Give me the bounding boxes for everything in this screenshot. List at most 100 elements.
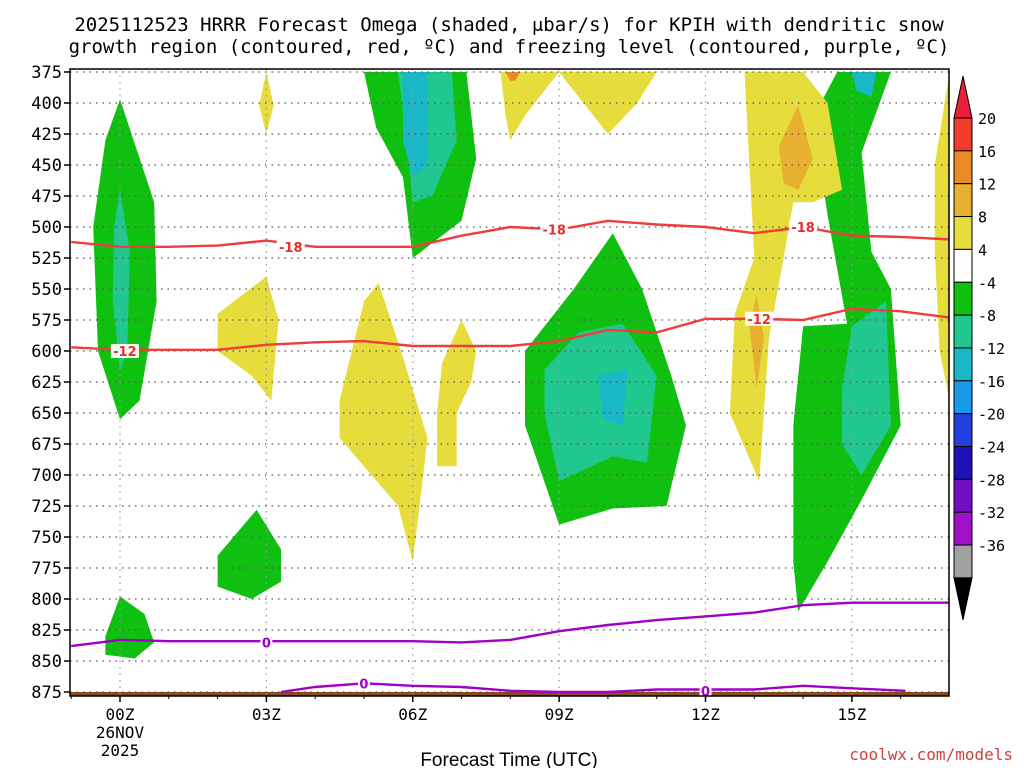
- contour-label-bg-2: [789, 220, 818, 234]
- colorbar-label--24: -24: [978, 439, 1005, 457]
- y-tick-label-875: 875: [31, 683, 62, 703]
- colorbar-top-arrow: [953, 75, 973, 119]
- colorbar-label--16: -16: [978, 373, 1005, 391]
- omega-region-22: [505, 72, 521, 81]
- colorbar-swatch-8: [953, 347, 973, 382]
- y-tick-label-800: 800: [31, 590, 62, 610]
- y-tick-label-575: 575: [31, 311, 62, 331]
- contour-label-bg-7: [699, 683, 712, 698]
- colorbar-label-4: 4: [978, 241, 987, 259]
- y-tick-label-825: 825: [31, 621, 62, 641]
- colorbar-label--28: -28: [978, 471, 1005, 489]
- y-tick-label-675: 675: [31, 435, 62, 455]
- colorbar-swatch-14: [953, 544, 973, 579]
- colorbar-label-16: 16: [978, 143, 996, 161]
- y-tick-label-625: 625: [31, 373, 62, 393]
- x-tick-label-00Z: 00Z: [106, 705, 135, 724]
- contour-label-1: -18: [542, 223, 566, 238]
- omega-region-11: [842, 301, 891, 475]
- contour-label-bg-5: [260, 635, 273, 650]
- colorbar-swatch-3: [953, 183, 973, 218]
- omega-shading: [70, 72, 949, 696]
- contour-label-bg-6: [357, 676, 370, 691]
- colorbar-swatch-12: [953, 478, 973, 513]
- omega-region-17: [500, 72, 560, 141]
- omega-region-8: [544, 323, 657, 482]
- contour-label-bg-4: [745, 311, 774, 326]
- colorbar-swatch-10: [953, 413, 973, 447]
- colorbar-swatch-2: [953, 150, 973, 185]
- colorbar-label-8: 8: [978, 209, 987, 227]
- y-tick-label-425: 425: [31, 125, 62, 145]
- y-tick-label-600: 600: [31, 342, 62, 362]
- colorbar-label-20: 20: [978, 110, 996, 128]
- terrain-strip: [70, 692, 949, 696]
- colorbar-label--32: -32: [978, 504, 1005, 522]
- contour-label-5: 0: [262, 636, 271, 651]
- y-tick-label-650: 650: [31, 404, 62, 424]
- chart-title-line-2: growth region (contoured, red, ºC) and f…: [69, 36, 950, 58]
- contour-labels: -18 -18 -18 -12 -12 0 0 0: [110, 220, 818, 700]
- x-tick-label-03Z: 03Z: [252, 705, 281, 724]
- y-tick-label-375: 375: [31, 63, 62, 83]
- y-tick-label-725: 725: [31, 497, 62, 517]
- colorbar-swatch-1: [953, 117, 973, 152]
- omega-region-18: [559, 72, 657, 134]
- omega-region-6: [403, 72, 428, 178]
- colorbar-label--12: -12: [978, 340, 1005, 358]
- dotted-grid: [70, 69, 949, 696]
- contour-label-bg-0: [276, 239, 305, 254]
- credit-label: coolwx.com/models: [849, 745, 1013, 764]
- colorbar-label--8: -8: [978, 307, 996, 325]
- chart-title-line-1: 2025112523 HRRR Forecast Omega (shaded, …: [74, 14, 944, 36]
- x-axis-title: Forecast Time (UTC): [420, 750, 597, 768]
- y-tick-label-500: 500: [31, 218, 62, 238]
- omega-region-15: [339, 282, 428, 562]
- colorbar-swatch-7: [953, 314, 973, 349]
- omega-region-10: [793, 72, 901, 612]
- omega-region-16: [437, 320, 477, 467]
- contour-label-0: -18: [279, 241, 303, 256]
- contour-label-2: -18: [791, 221, 815, 236]
- contour-label-4: -12: [747, 313, 771, 328]
- x-tick-label-12Z: 12Z: [691, 705, 720, 724]
- contour-label-bg-1: [540, 222, 569, 237]
- y-tick-label-700: 700: [31, 466, 62, 486]
- omega-colorbar: 20 16 12 8 4 -4 -8 -12 -16 -20 -24 -28 -32 -36: [953, 75, 1005, 621]
- colorbar-label-12: 12: [978, 176, 996, 194]
- y-tick-label-775: 775: [31, 559, 62, 579]
- contour-label-bg-3: [110, 344, 139, 358]
- y-tick-label-750: 750: [31, 528, 62, 548]
- colorbar-label--36: -36: [978, 537, 1005, 555]
- y-tick-label-475: 475: [31, 187, 62, 207]
- y-tick-label-400: 400: [31, 94, 62, 114]
- omega-region-9: [598, 369, 628, 426]
- contour-label-7: 0: [701, 685, 710, 700]
- date-label-day: 26NOV: [96, 723, 145, 742]
- freezing-level-0: [71, 601, 949, 648]
- omega-region-2: [217, 509, 281, 599]
- contour-label-3: -12: [113, 345, 137, 360]
- colorbar-bottom-arrow: [953, 577, 973, 621]
- colorbar-swatch-6: [953, 281, 973, 316]
- omega-region-20: [778, 105, 813, 190]
- colorbar-swatch-9: [953, 380, 973, 415]
- x-tick-label-15Z: 15Z: [837, 705, 866, 724]
- colorbar-swatch-13: [953, 511, 973, 546]
- y-tick-label-450: 450: [31, 156, 62, 176]
- dgz-contour--18-0: [71, 219, 949, 249]
- colorbar-swatch-4: [953, 216, 973, 250]
- colorbar-label--20: -20: [978, 406, 1005, 424]
- freezing-level-1: [280, 682, 906, 694]
- omega-region-14: [217, 276, 279, 401]
- colorbar-swatch-5: [953, 248, 973, 283]
- y-tick-label-550: 550: [31, 280, 62, 300]
- x-tick-label-06Z: 06Z: [398, 705, 427, 724]
- omega-region-12: [851, 72, 877, 97]
- omega-region-3: [105, 596, 155, 659]
- y-tick-label-525: 525: [31, 249, 62, 269]
- time-axis: 00Z 03Z 06Z 09Z 12Z 15Z: [70, 696, 902, 724]
- contour-label-6: 0: [359, 677, 368, 692]
- x-tick-label-09Z: 09Z: [545, 705, 574, 724]
